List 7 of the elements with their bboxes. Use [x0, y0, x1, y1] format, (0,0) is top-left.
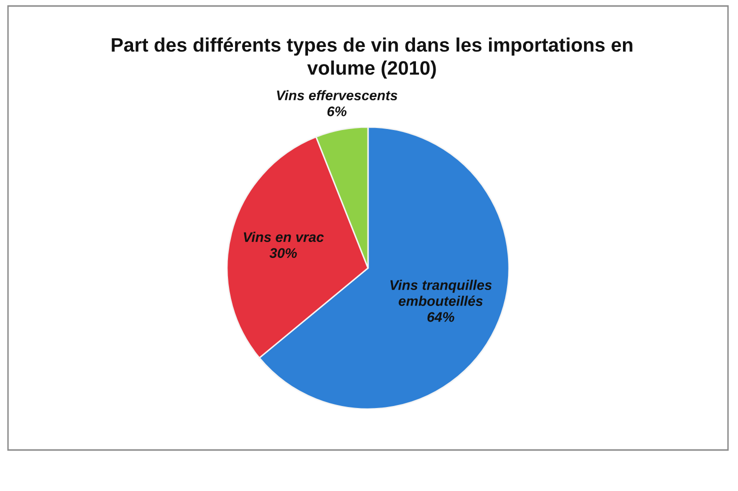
data-label: 30% — [270, 248, 297, 258]
slice-label: Vins effervescents — [276, 90, 398, 100]
data-label: 6% — [327, 106, 346, 116]
slice-label: Vins tranquilles embouteillés — [390, 280, 492, 306]
slice-label: Vins en vrac — [244, 232, 324, 242]
data-label: 64% — [427, 312, 454, 322]
chart-title: Part des différents types de vin dans les importations en volume (2010) — [112, 37, 632, 79]
